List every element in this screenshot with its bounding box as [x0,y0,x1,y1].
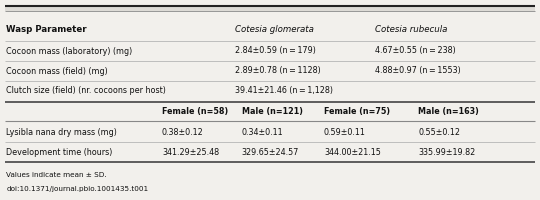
Text: Wasp Parameter: Wasp Parameter [6,24,87,33]
Text: 0.55±0.12: 0.55±0.12 [418,128,461,137]
Text: 4.67±0.55 (n = 238): 4.67±0.55 (n = 238) [375,46,456,55]
Text: 341.29±25.48: 341.29±25.48 [162,148,219,157]
Text: Male (n=163): Male (n=163) [418,107,480,116]
Text: Cocoon mass (field) (mg): Cocoon mass (field) (mg) [6,66,108,75]
Text: 0.59±0.11: 0.59±0.11 [324,128,366,137]
Text: Cotesia glomerata: Cotesia glomerata [235,24,314,33]
Text: Cocoon mass (laboratory) (mg): Cocoon mass (laboratory) (mg) [6,46,133,55]
Text: Male (n=121): Male (n=121) [242,107,303,116]
Text: 329.65±24.57: 329.65±24.57 [242,148,299,157]
Text: Lysibla nana dry mass (mg): Lysibla nana dry mass (mg) [6,128,117,137]
Text: 2.89±0.78 (n = 1128): 2.89±0.78 (n = 1128) [235,66,321,75]
Text: Development time (hours): Development time (hours) [6,148,113,157]
Bar [5,6,535,11]
Text: doi:10.1371/journal.pbio.1001435.t001: doi:10.1371/journal.pbio.1001435.t001 [6,186,148,192]
Text: Female (n=58): Female (n=58) [162,107,228,116]
Text: Cotesia rubecula: Cotesia rubecula [375,24,448,33]
Text: 0.34±0.11: 0.34±0.11 [242,128,284,137]
Text: 344.00±21.15: 344.00±21.15 [324,148,381,157]
Text: Values indicate mean ± SD.: Values indicate mean ± SD. [6,172,107,178]
Text: 0.38±0.12: 0.38±0.12 [162,128,204,137]
Text: 335.99±19.82: 335.99±19.82 [418,148,476,157]
Text: Female (n=75): Female (n=75) [324,107,390,116]
Text: 2.84±0.59 (n = 179): 2.84±0.59 (n = 179) [235,46,316,55]
Text: 39.41±21.46 (n = 1,128): 39.41±21.46 (n = 1,128) [235,86,333,95]
Text: Clutch size (field) (nr. cocoons per host): Clutch size (field) (nr. cocoons per hos… [6,86,166,95]
Text: 4.88±0.97 (n = 1553): 4.88±0.97 (n = 1553) [375,66,461,75]
